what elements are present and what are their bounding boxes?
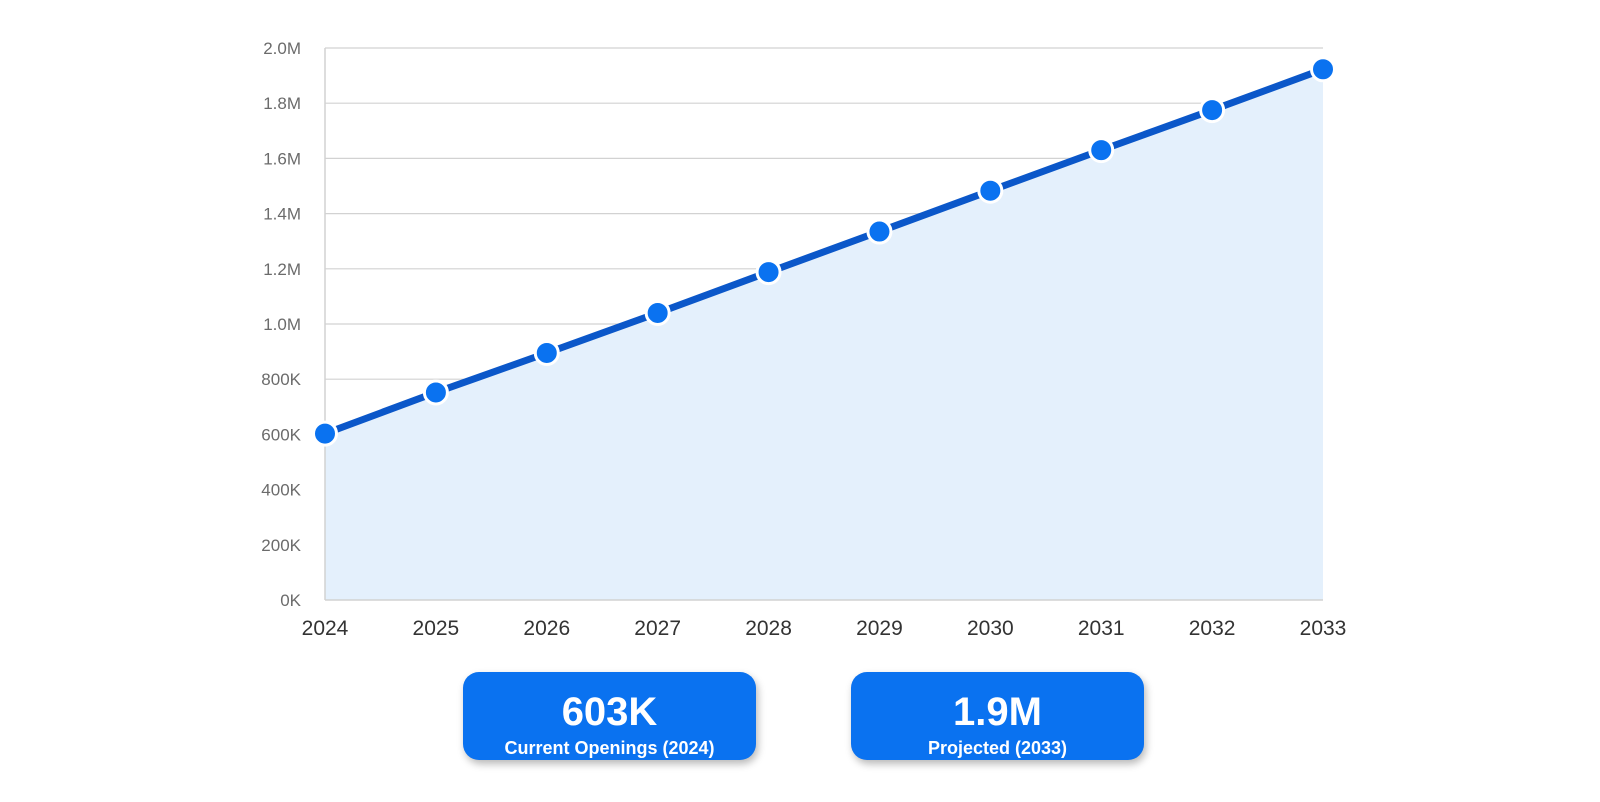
data-point [1199, 97, 1226, 124]
stat-label-current: Current Openings (2024) [504, 738, 715, 758]
stat-value-current: 603K [561, 690, 658, 734]
y-tick-labels: 0K 200K 400K 600K 800K 1.0M 1.2M 1.4M 1.6M 1.8M 2.… [261, 39, 301, 610]
x-tick-label: 2025 [413, 617, 460, 640]
data-point [1088, 137, 1115, 164]
x-tick-label: 2033 [1300, 617, 1347, 640]
stat-value-projected: 1.9M [953, 690, 1042, 734]
x-tick-label: 2031 [1078, 617, 1125, 640]
stat-card-current: 603K Current Openings (2024) [463, 672, 756, 760]
y-tick-label: 600K [261, 425, 301, 444]
series-line [321, 65, 1327, 438]
y-tick-label: 800K [261, 370, 301, 389]
x-tick-label: 2026 [523, 617, 570, 640]
x-tick-label: 2029 [856, 617, 903, 640]
y-tick-label: 1.4M [263, 205, 301, 224]
data-point [533, 339, 560, 366]
x-tick-labels: 2024 2025 2026 2027 2028 2029 2030 2031 2032 2033 [302, 617, 1347, 640]
stat-card-projected: 1.9M Projected (2033) [851, 672, 1144, 760]
y-tick-label: 1.6M [263, 149, 301, 168]
data-points [312, 56, 1336, 447]
data-point [866, 218, 893, 245]
data-point [755, 259, 782, 286]
y-tick-label: 2.0M [263, 39, 301, 58]
y-tick-label: 0K [280, 591, 301, 610]
y-tick-label: 1.0M [263, 315, 301, 334]
data-point [422, 379, 449, 406]
x-tick-label: 2028 [745, 617, 792, 640]
y-tick-label: 400K [261, 481, 301, 500]
y-tick-label: 200K [261, 536, 301, 555]
data-point [1310, 56, 1336, 83]
y-tick-label: 1.8M [263, 94, 301, 113]
data-point [312, 420, 338, 447]
stat-label-projected: Projected (2033) [927, 738, 1068, 758]
axes [324, 48, 1323, 601]
x-tick-label: 2024 [302, 617, 349, 640]
data-point [977, 177, 1004, 204]
x-tick-label: 2027 [634, 617, 681, 640]
x-tick-label: 2030 [967, 617, 1014, 640]
x-tick-label: 2032 [1189, 617, 1236, 640]
data-point [644, 299, 671, 326]
y-tick-label: 1.2M [263, 260, 301, 279]
area-fill [325, 69, 1323, 601]
